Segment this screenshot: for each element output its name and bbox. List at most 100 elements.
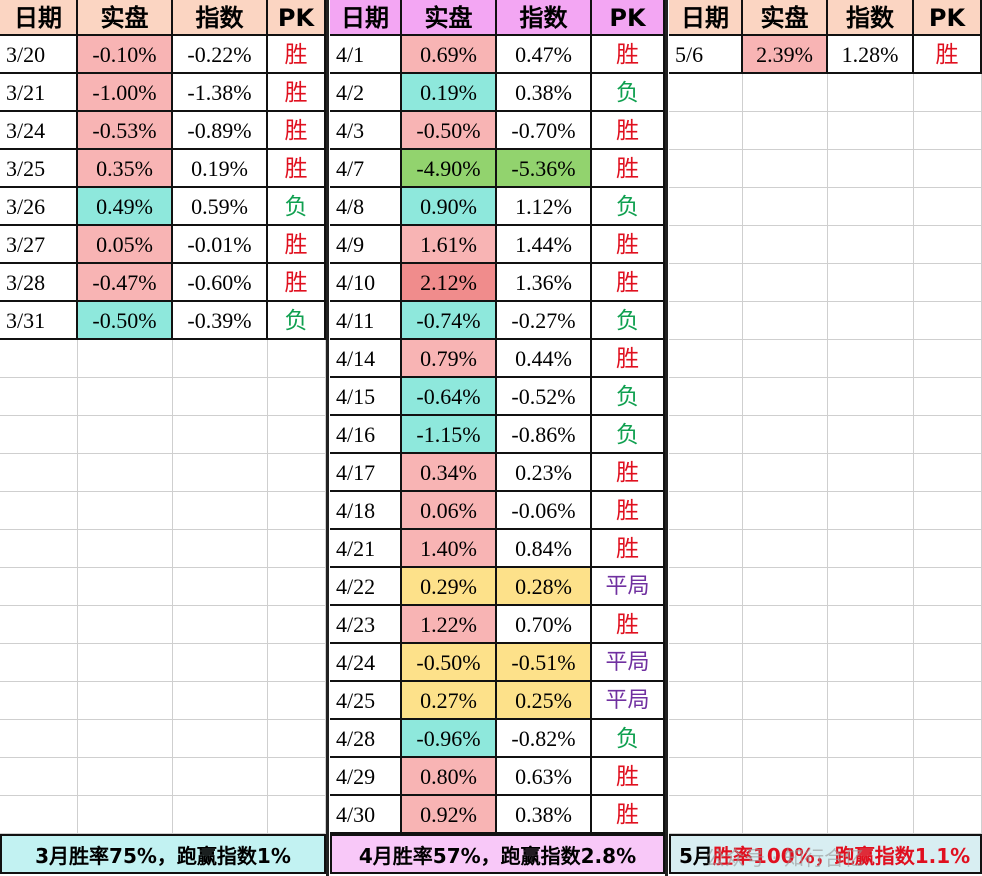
empty-cell <box>828 454 914 492</box>
empty-cell <box>914 264 982 302</box>
empty-cell <box>743 682 828 720</box>
table-row: 4/25 0.27% 0.25% 平局 <box>330 682 665 720</box>
actual-cell: 0.90% <box>402 188 497 226</box>
empty-row <box>0 644 326 682</box>
index-cell: 1.12% <box>497 188 592 226</box>
empty-cell <box>743 378 828 416</box>
date-cell: 3/24 <box>0 112 78 150</box>
empty-cell <box>743 340 828 378</box>
index-cell: 0.44% <box>497 340 592 378</box>
pk-result-cell: 胜 <box>268 112 326 150</box>
empty-row <box>0 758 326 796</box>
index-cell: -0.70% <box>497 112 592 150</box>
index-cell: 0.47% <box>497 36 592 74</box>
may-pk-header: PK <box>914 0 982 36</box>
date-cell: 4/17 <box>330 454 402 492</box>
empty-cell <box>743 530 828 568</box>
empty-cell <box>669 606 743 644</box>
empty-cell <box>828 112 914 150</box>
table-row: 4/24 -0.50% -0.51% 平局 <box>330 644 665 682</box>
pk-result-cell: 负 <box>592 378 665 416</box>
index-cell: 0.70% <box>497 606 592 644</box>
empty-cell <box>743 492 828 530</box>
empty-cell <box>173 720 268 758</box>
empty-cell <box>914 606 982 644</box>
empty-cell <box>78 378 173 416</box>
empty-cell <box>828 492 914 530</box>
date-cell: 4/25 <box>330 682 402 720</box>
empty-row <box>0 378 326 416</box>
date-cell: 4/22 <box>330 568 402 606</box>
date-cell: 4/18 <box>330 492 402 530</box>
empty-cell <box>828 530 914 568</box>
empty-cell <box>743 568 828 606</box>
empty-cell <box>828 264 914 302</box>
empty-cell <box>78 720 173 758</box>
empty-cell <box>173 682 268 720</box>
may-summary-rest: 胜率100%，跑赢指数1.1% <box>712 844 971 868</box>
pk-result-cell: 胜 <box>592 264 665 302</box>
empty-cell <box>914 340 982 378</box>
index-cell: 0.25% <box>497 682 592 720</box>
index-cell: 0.23% <box>497 454 592 492</box>
index-cell: -0.51% <box>497 644 592 682</box>
empty-cell <box>0 568 78 606</box>
pk-result-cell: 胜 <box>592 340 665 378</box>
empty-cell <box>743 302 828 340</box>
date-cell: 4/14 <box>330 340 402 378</box>
pk-result-cell: 胜 <box>592 112 665 150</box>
date-cell: 3/26 <box>0 188 78 226</box>
empty-cell <box>268 606 326 644</box>
empty-cell <box>828 644 914 682</box>
actual-cell: -0.50% <box>78 302 173 340</box>
empty-cell <box>268 682 326 720</box>
actual-cell: -4.90% <box>402 150 497 188</box>
empty-row <box>0 530 326 568</box>
index-cell: 0.28% <box>497 568 592 606</box>
empty-cell <box>268 492 326 530</box>
pk-result-cell: 负 <box>592 302 665 340</box>
empty-cell <box>268 720 326 758</box>
may-header-row: 日期 实盘 指数 PK <box>669 0 982 36</box>
empty-row <box>669 682 982 720</box>
march-index-header: 指数 <box>173 0 268 36</box>
actual-cell: 2.39% <box>743 36 828 74</box>
empty-row <box>669 454 982 492</box>
pk-result-cell: 负 <box>268 188 326 226</box>
empty-cell <box>914 568 982 606</box>
index-cell: -0.22% <box>173 36 268 74</box>
date-cell: 4/23 <box>330 606 402 644</box>
empty-cell <box>669 112 743 150</box>
empty-cell <box>78 796 173 834</box>
empty-cell <box>669 644 743 682</box>
empty-cell <box>914 74 982 112</box>
empty-cell <box>828 150 914 188</box>
index-cell: 1.36% <box>497 264 592 302</box>
table-row: 4/18 0.06% -0.06% 胜 <box>330 492 665 530</box>
empty-cell <box>828 340 914 378</box>
table-row: 3/27 0.05% -0.01% 胜 <box>0 226 326 264</box>
empty-cell <box>828 720 914 758</box>
empty-cell <box>669 188 743 226</box>
empty-cell <box>669 530 743 568</box>
pk-result-cell: 负 <box>592 720 665 758</box>
empty-cell <box>173 796 268 834</box>
table-row: 4/11 -0.74% -0.27% 负 <box>330 302 665 340</box>
date-cell: 4/29 <box>330 758 402 796</box>
actual-cell: 0.92% <box>402 796 497 834</box>
date-cell: 3/28 <box>0 264 78 302</box>
empty-cell <box>268 530 326 568</box>
empty-row <box>0 492 326 530</box>
table-row: 3/31 -0.50% -0.39% 负 <box>0 302 326 340</box>
empty-cell <box>173 492 268 530</box>
march-date-header: 日期 <box>0 0 78 36</box>
empty-cell <box>669 682 743 720</box>
empty-cell <box>669 492 743 530</box>
actual-cell: -0.53% <box>78 112 173 150</box>
empty-cell <box>0 416 78 454</box>
pk-result-cell: 胜 <box>592 530 665 568</box>
empty-row <box>669 302 982 340</box>
actual-cell: -0.96% <box>402 720 497 758</box>
empty-cell <box>173 416 268 454</box>
empty-cell <box>173 758 268 796</box>
